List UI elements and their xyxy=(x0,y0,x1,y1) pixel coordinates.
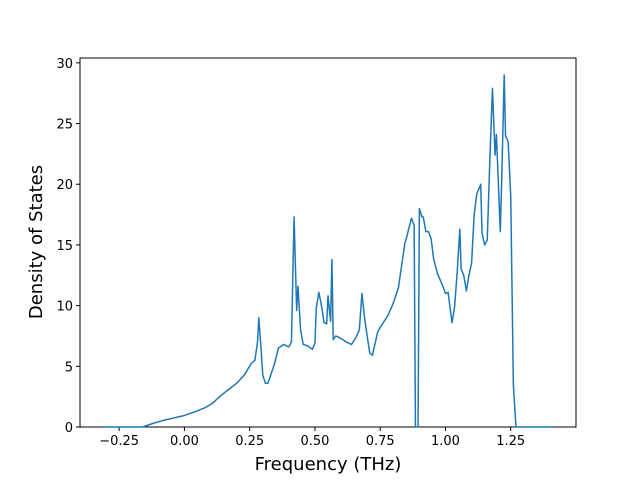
y-tick-label: 25 xyxy=(56,118,73,133)
x-tick-label: 0.00 xyxy=(170,434,199,449)
x-tick-label: −0.25 xyxy=(99,434,139,449)
y-tick-label: 0 xyxy=(65,421,73,436)
x-tick-label: 0.75 xyxy=(366,434,395,449)
x-axis-label: Frequency (THz) xyxy=(255,454,402,475)
y-tick-label: 15 xyxy=(56,239,73,254)
y-tick-label: 20 xyxy=(56,178,73,193)
y-tick-label: 10 xyxy=(56,300,73,315)
x-tick-label: 1.00 xyxy=(431,434,460,449)
dos-line xyxy=(103,74,553,428)
axes-frame xyxy=(79,57,577,428)
y-tick-label: 5 xyxy=(65,360,73,375)
y-tick-label: 30 xyxy=(56,57,73,72)
x-tick-label: 1.25 xyxy=(496,434,525,449)
x-tick-label: 0.25 xyxy=(235,434,264,449)
x-tick-label: 0.50 xyxy=(300,434,329,449)
y-axis-label: Density of States xyxy=(26,165,47,319)
